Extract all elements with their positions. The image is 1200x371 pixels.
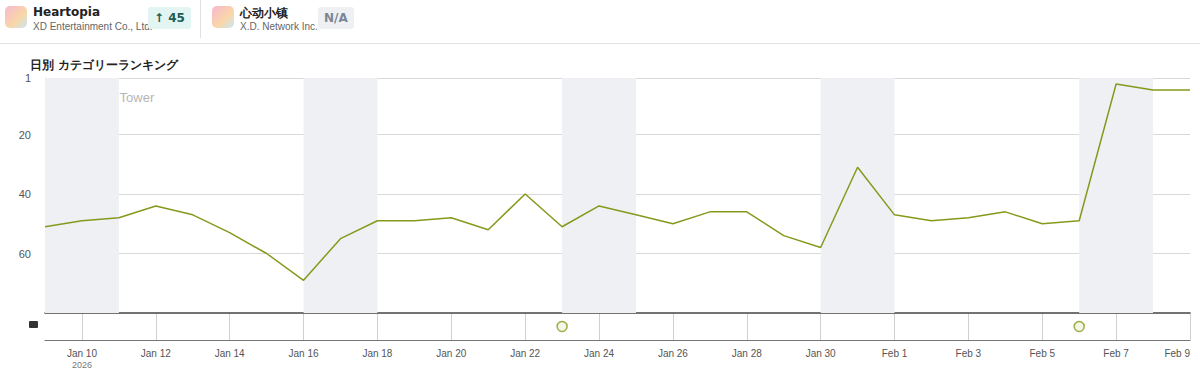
svg-text:20: 20 [19, 129, 31, 141]
svg-text:日別 カテゴリーランキング: 日別 カテゴリーランキング [30, 58, 179, 72]
svg-text:Jan 18: Jan 18 [362, 348, 392, 359]
svg-text:Jan 14: Jan 14 [215, 348, 245, 359]
svg-text:Jan 30: Jan 30 [806, 348, 836, 359]
html-text:N/A: N/A [324, 11, 348, 25]
svg-text:2026: 2026 [72, 360, 92, 370]
html-text:心动小镇: 心动小镇 [240, 6, 288, 20]
svg-text:40: 40 [19, 188, 31, 200]
svg-text:Feb 9: Feb 9 [1164, 348, 1190, 359]
svg-text:Jan 22: Jan 22 [510, 348, 540, 359]
svg-text:Jan 12: Jan 12 [141, 348, 171, 359]
html-text:X.D. Network Inc.: X.D. Network Inc. [240, 21, 318, 32]
svg-text:Jan 26: Jan 26 [658, 348, 688, 359]
svg-text:Feb 3: Feb 3 [956, 348, 982, 359]
svg-text:Jan 10: Jan 10 [67, 348, 97, 359]
svg-text:Jan 28: Jan 28 [732, 348, 762, 359]
svg-text:Jan 24: Jan 24 [584, 348, 614, 359]
svg-text:Jan 20: Jan 20 [436, 348, 466, 359]
html-text:XD Entertainment Co., Ltd.: XD Entertainment Co., Ltd. [33, 21, 153, 32]
html-text:↑ 45: ↑ 45 [154, 11, 185, 25]
html-text:Heartopia: Heartopia [33, 5, 100, 19]
svg-text:60: 60 [19, 248, 31, 260]
svg-text:Jan 16: Jan 16 [289, 348, 319, 359]
svg-text:1: 1 [25, 72, 31, 84]
svg-text:Feb 1: Feb 1 [882, 348, 908, 359]
svg-text:Feb 7: Feb 7 [1103, 348, 1129, 359]
svg-text:Feb 5: Feb 5 [1029, 348, 1055, 359]
